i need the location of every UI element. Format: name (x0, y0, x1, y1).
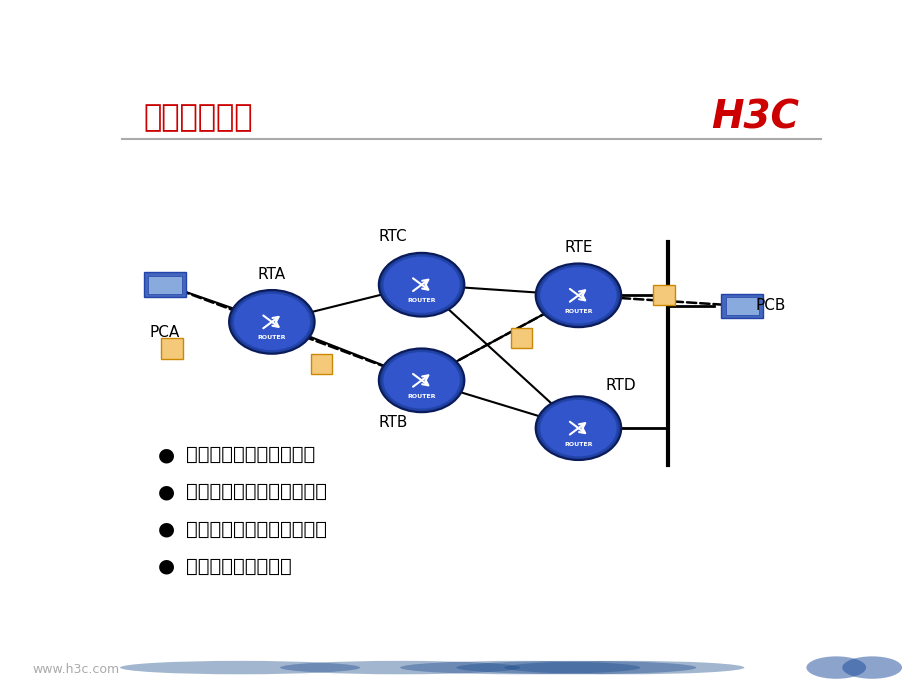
FancyBboxPatch shape (510, 328, 531, 348)
Circle shape (456, 661, 696, 674)
Circle shape (535, 264, 620, 327)
Circle shape (379, 348, 464, 412)
FancyBboxPatch shape (720, 294, 763, 318)
Text: ROUTER: ROUTER (563, 442, 592, 446)
Text: 对数据报文执行寻路和转发: 对数据报文执行寻路和转发 (186, 520, 327, 539)
FancyBboxPatch shape (725, 297, 758, 315)
Circle shape (539, 399, 617, 457)
Circle shape (382, 351, 460, 410)
Circle shape (280, 661, 520, 674)
FancyBboxPatch shape (148, 276, 181, 294)
Circle shape (539, 266, 617, 324)
Text: 连接具有不同介质的链路: 连接具有不同介质的链路 (186, 445, 315, 464)
Circle shape (535, 396, 620, 460)
Text: ROUTER: ROUTER (407, 298, 436, 304)
Text: ●: ● (158, 445, 175, 464)
FancyBboxPatch shape (652, 285, 674, 306)
FancyBboxPatch shape (311, 354, 332, 375)
Text: RTA: RTA (257, 266, 286, 282)
Text: ROUTER: ROUTER (407, 394, 436, 399)
Circle shape (229, 290, 314, 354)
Text: RTE: RTE (563, 240, 592, 255)
Text: RTC: RTC (379, 229, 407, 244)
Text: ●: ● (158, 520, 175, 539)
FancyBboxPatch shape (161, 338, 183, 359)
Circle shape (400, 661, 640, 674)
Text: ROUTER: ROUTER (563, 309, 592, 314)
Text: 连接网络或子网，隔离广播: 连接网络或子网，隔离广播 (186, 482, 327, 502)
Text: ROUTER: ROUTER (257, 335, 286, 340)
Text: H3C: H3C (710, 99, 799, 137)
Text: 路由器的作用: 路由器的作用 (143, 103, 253, 132)
Circle shape (504, 661, 743, 674)
Text: PCB: PCB (754, 299, 786, 313)
Text: RTB: RTB (378, 415, 407, 431)
Circle shape (842, 656, 901, 679)
FancyBboxPatch shape (143, 273, 186, 297)
Text: PCA: PCA (150, 325, 180, 340)
Text: RTD: RTD (606, 378, 636, 393)
Circle shape (382, 255, 460, 314)
Circle shape (379, 253, 464, 317)
Text: 交换和维护路由信息: 交换和维护路由信息 (186, 557, 291, 575)
Circle shape (233, 293, 311, 351)
Text: ●: ● (158, 482, 175, 502)
Circle shape (805, 656, 866, 679)
Circle shape (119, 661, 360, 674)
Text: ●: ● (158, 557, 175, 575)
Text: www.h3c.com: www.h3c.com (32, 663, 119, 676)
